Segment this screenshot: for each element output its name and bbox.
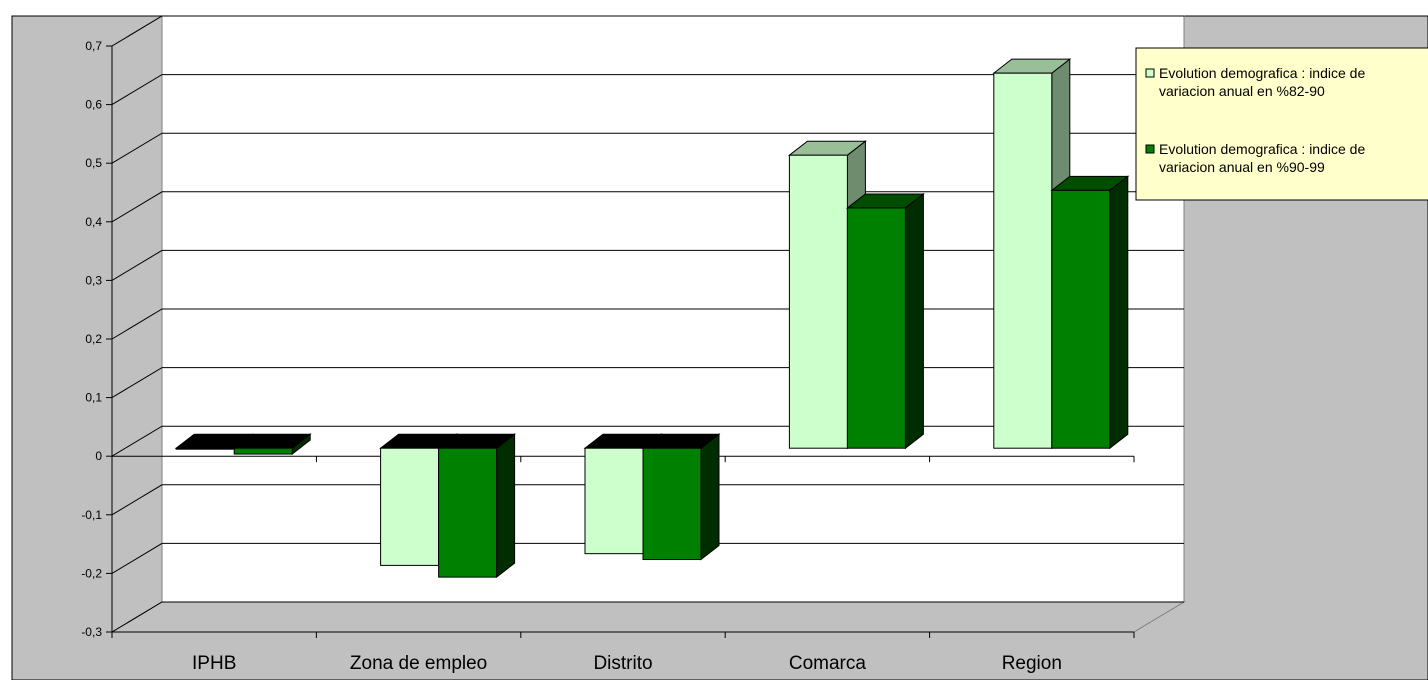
x-tick-label: IPHB [192,653,236,674]
gridline [111,74,1184,106]
x-tick-label: Distrito [593,653,652,674]
bar [232,433,312,456]
x-tick-label: Zona de empleo [350,653,487,674]
y-tick-label: 0,6 [85,98,102,112]
legend-label-82-90-line1: Evolution demografica : indice de [1159,65,1365,81]
y-tick-label: -0,3 [81,625,102,639]
y-tick-label: -0,1 [81,508,102,522]
bar [845,192,925,450]
bar-side [904,192,924,450]
bar-front [380,447,440,566]
bar-side [496,433,516,579]
bar-front [584,447,644,555]
bar [1050,175,1130,450]
floor [110,601,1186,633]
bar-front [846,207,906,449]
bar-front [1051,189,1111,449]
legend-swatch-82-90 [1145,68,1155,78]
gridline [111,15,1184,47]
y-tick-label: 0,1 [85,391,102,405]
gridline [111,601,1184,633]
y-tick-label: 0,2 [85,332,102,346]
gridline [111,484,1184,516]
bar-side [1109,175,1129,450]
y-tick-label: 0 [95,449,102,463]
x-tick-label: Comarca [789,653,867,674]
y-tick-label: 0,7 [85,39,102,53]
bar-front [175,447,235,450]
legend-swatch-90-99 [1145,144,1155,154]
gridline [111,542,1184,574]
gridline [111,132,1184,164]
bar-side [700,433,720,561]
legend: Evolution demografica : indice de variac… [1135,47,1428,201]
bar-front [642,447,702,561]
y-tick-label: 0,4 [85,215,102,229]
bar-front [438,447,498,578]
bar-front [233,447,293,455]
bars [174,58,1130,579]
x-tick-labels: IPHB Zona de empleo Distrito Comarca Region [192,653,1062,674]
bar-front [993,72,1053,449]
bar [641,433,721,561]
y-tick-label: 0,5 [85,156,102,170]
y-tick-label: -0,2 [81,566,102,580]
legend-box [1135,47,1428,201]
bar [437,433,517,579]
legend-label-90-99-line2: variacion anual en %90-99 [1159,159,1325,175]
x-tick-label: Region [1002,653,1062,674]
bar-front [788,154,848,449]
y-tick-labels: 0,7 0,6 0,5 0,4 0,3 0,2 0,1 0 -0,1 -0,2 -0,3 [81,39,102,639]
y-tick-label: 0,3 [85,273,102,287]
legend-label-82-90-line2: variacion anual en %82-90 [1159,83,1325,99]
legend-label-90-99-line1: Evolution demografica : indice de [1159,141,1365,157]
